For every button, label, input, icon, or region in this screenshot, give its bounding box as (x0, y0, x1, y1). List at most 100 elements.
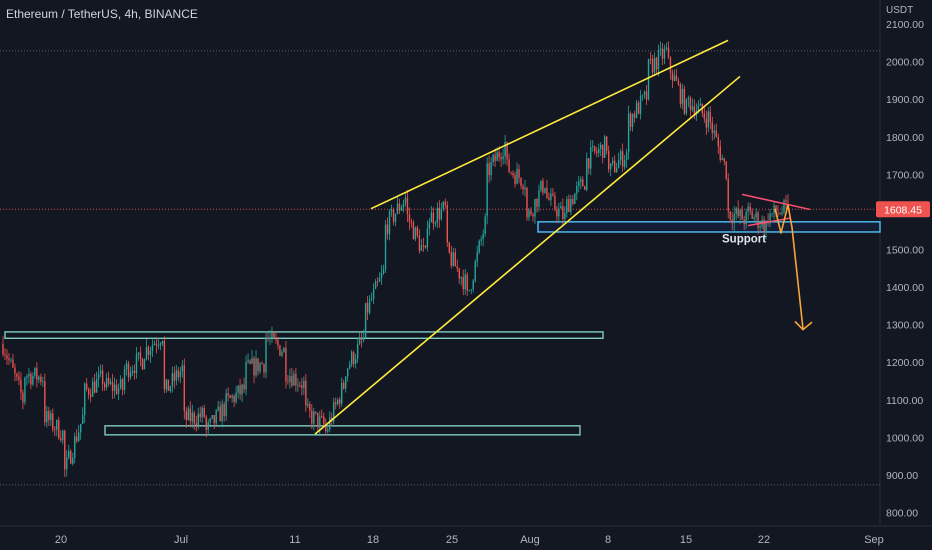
candle-body (488, 163, 490, 176)
candle-body (83, 383, 86, 415)
candle-body (472, 280, 474, 290)
candle-body (360, 338, 363, 341)
candle-body (426, 228, 429, 248)
candle-body (341, 382, 343, 404)
candle-body (54, 429, 56, 431)
candle-body (470, 289, 472, 291)
candle-body (574, 193, 576, 204)
candle-body (408, 214, 411, 222)
candle-body (125, 363, 128, 370)
candle-body (665, 47, 668, 49)
candle-body (663, 48, 666, 59)
candle-body (34, 367, 36, 376)
candle-body (350, 352, 353, 365)
candle-body (679, 84, 682, 105)
candle-body (257, 358, 259, 372)
current-support-zone (537, 221, 881, 233)
candle-body (301, 385, 303, 389)
candle-body (145, 346, 148, 360)
candle-body (739, 209, 741, 217)
candle-body (446, 204, 449, 243)
candle-body (641, 95, 644, 96)
candle-body (22, 392, 24, 403)
candle-body (366, 302, 369, 313)
candle-body (273, 332, 275, 338)
candle-body (165, 379, 168, 390)
x-tick-label: 18 (367, 534, 379, 546)
candle-body (319, 416, 321, 428)
candle-body (99, 370, 102, 374)
candle-body (309, 404, 311, 411)
candle-body (621, 150, 624, 167)
candle-body (76, 436, 78, 442)
candle-body (91, 381, 94, 397)
candle-body (382, 269, 385, 274)
candle-body (358, 338, 361, 345)
candle-body (482, 233, 484, 240)
candle-body (490, 161, 492, 176)
candle-body (687, 97, 690, 100)
candle-body (600, 144, 602, 149)
candle-body (584, 186, 586, 190)
candle-body (289, 376, 291, 382)
candle-body (580, 179, 582, 182)
candle-body (530, 210, 532, 215)
candle-body (743, 219, 745, 225)
candle-body (237, 385, 239, 393)
candle-body (247, 360, 249, 363)
candle-body (418, 235, 421, 251)
candle-body (217, 406, 219, 411)
candle-body (424, 245, 427, 248)
x-tick-label: 22 (758, 534, 770, 546)
candle-body (590, 147, 592, 169)
candle-body (143, 359, 146, 370)
candle-body (374, 281, 377, 289)
candle-body (478, 240, 480, 252)
candle-body (203, 407, 205, 417)
candle-body (765, 220, 767, 233)
candle-body (546, 187, 548, 198)
candle-body (438, 207, 441, 220)
candle-body (50, 413, 52, 421)
y-tick-label: 1000.00 (886, 432, 924, 444)
price-zones (4, 221, 881, 436)
candle-body (380, 273, 383, 278)
candle-body (215, 410, 217, 424)
candle-body (42, 381, 44, 382)
candle-body (558, 208, 560, 217)
candle-body (305, 380, 307, 406)
candle-body (95, 379, 98, 393)
candle-body (723, 158, 725, 162)
candle-body (538, 190, 540, 207)
candle-body (550, 193, 552, 200)
candle-body (209, 418, 211, 423)
candle-body (787, 201, 789, 203)
candle-body (659, 48, 662, 51)
candle-body (227, 393, 229, 396)
candle-body (4, 354, 6, 356)
candle-body (456, 266, 458, 269)
candle-body (141, 358, 144, 370)
x-tick-label: 15 (680, 534, 692, 546)
x-tick-label: Aug (520, 534, 540, 546)
candle-body (673, 75, 676, 81)
candle-body (390, 209, 393, 212)
candle-body (12, 359, 14, 368)
candle-body (683, 88, 686, 114)
candle-body (498, 152, 500, 158)
candle-body (281, 352, 283, 356)
candle-body (249, 360, 251, 364)
candle-body (442, 202, 445, 209)
candle-body (115, 384, 118, 394)
candle-body (773, 205, 775, 214)
candle-body (352, 352, 355, 364)
candle-body (502, 156, 504, 160)
candle-body (329, 417, 331, 430)
candle-body (60, 438, 62, 441)
candle-body (121, 379, 124, 390)
candle-body (711, 122, 713, 133)
candle-body (293, 374, 295, 386)
candle-body (458, 268, 460, 279)
candle-body (231, 395, 233, 398)
